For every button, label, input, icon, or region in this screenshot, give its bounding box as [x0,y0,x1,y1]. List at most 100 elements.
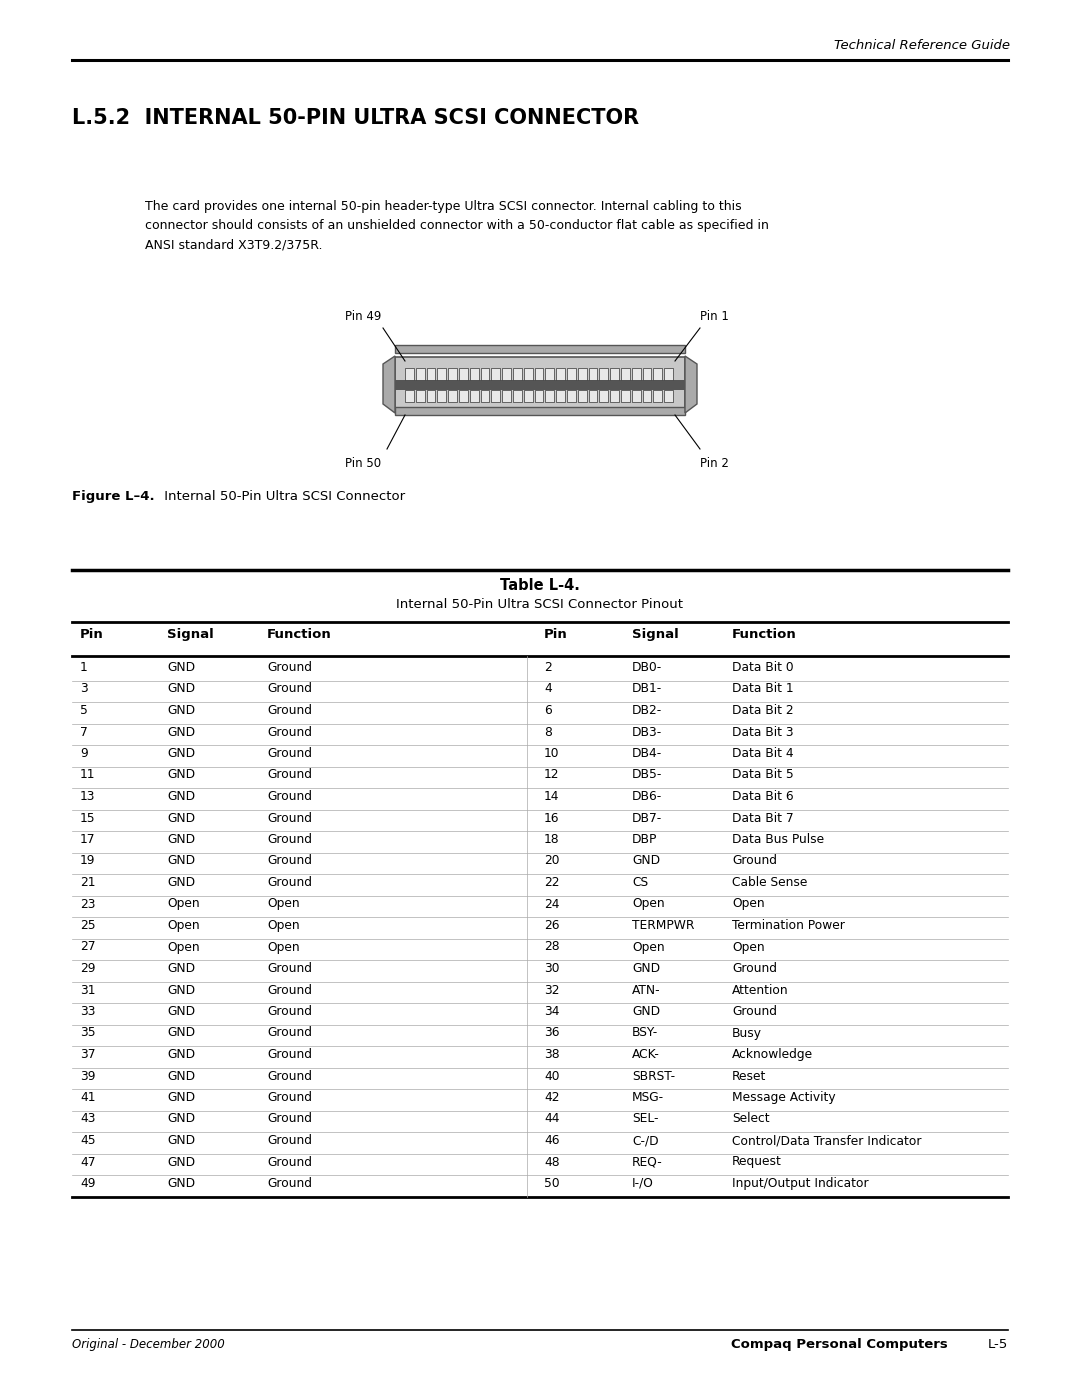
Text: Function: Function [732,629,797,641]
Bar [491,390,500,402]
Bar [459,390,468,402]
Text: 40: 40 [544,1070,559,1083]
Bar [545,367,554,380]
Text: Ground: Ground [267,1134,312,1147]
Text: 50: 50 [544,1178,559,1190]
Text: Table L-4.: Table L-4. [500,578,580,592]
Text: DB7-: DB7- [632,812,662,824]
Text: Message Activity: Message Activity [732,1091,836,1104]
Bar [578,390,586,402]
Bar [395,345,685,353]
Text: The card provides one internal 50-pin header-type Ultra SCSI connector. Internal: The card provides one internal 50-pin he… [145,200,742,212]
Bar [405,390,414,402]
Bar [653,367,662,380]
Text: 24: 24 [544,897,559,911]
Text: Function: Function [267,629,332,641]
Text: 26: 26 [544,919,559,932]
Bar [437,367,446,380]
Text: GND: GND [632,855,660,868]
Text: GND: GND [632,1004,660,1018]
Bar [632,367,640,380]
Text: Ground: Ground [267,1027,312,1039]
Text: 49: 49 [80,1178,95,1190]
Text: L-5: L-5 [988,1338,1008,1351]
Bar [502,367,511,380]
Text: Ground: Ground [267,983,312,996]
Text: Data Bit 7: Data Bit 7 [732,812,794,824]
Text: Internal 50-Pin Ultra SCSI Connector: Internal 50-Pin Ultra SCSI Connector [160,490,405,503]
Text: Control/Data Transfer Indicator: Control/Data Transfer Indicator [732,1134,921,1147]
Text: 15: 15 [80,812,96,824]
Text: Ground: Ground [267,1091,312,1104]
Text: Data Bit 3: Data Bit 3 [732,725,794,739]
Text: GND: GND [167,1091,195,1104]
Text: Ground: Ground [267,725,312,739]
Text: 41: 41 [80,1091,95,1104]
Text: Ground: Ground [267,747,312,760]
Bar [632,390,640,402]
Text: Ground: Ground [267,876,312,888]
Text: C-/D: C-/D [632,1134,659,1147]
Text: Ground: Ground [267,789,312,803]
Text: Ground: Ground [267,1004,312,1018]
Bar [459,367,468,380]
Text: DB1-: DB1- [632,683,662,696]
Text: Open: Open [732,897,765,911]
Bar [470,367,478,380]
Text: GND: GND [167,768,195,781]
Text: 36: 36 [544,1027,559,1039]
Text: Input/Output Indicator: Input/Output Indicator [732,1178,868,1190]
Text: DB3-: DB3- [632,725,662,739]
Text: 33: 33 [80,1004,95,1018]
Bar [535,390,543,402]
Text: Data Bit 2: Data Bit 2 [732,704,794,717]
Bar [589,390,597,402]
Text: DB2-: DB2- [632,704,662,717]
Text: 12: 12 [544,768,559,781]
Text: 32: 32 [544,983,559,996]
Text: DBP: DBP [632,833,658,847]
Text: Pin: Pin [544,629,568,641]
Text: Ground: Ground [267,812,312,824]
Bar [610,390,619,402]
Text: Select: Select [732,1112,770,1126]
Text: Reset: Reset [732,1070,767,1083]
Text: Original - December 2000: Original - December 2000 [72,1338,225,1351]
Text: Busy: Busy [732,1027,762,1039]
Text: Open: Open [267,940,299,954]
Text: 3: 3 [80,683,87,696]
Text: I-/O: I-/O [632,1178,653,1190]
Text: 43: 43 [80,1112,95,1126]
Text: 21: 21 [80,876,95,888]
Text: Pin: Pin [80,629,104,641]
Text: GND: GND [167,1112,195,1126]
Text: ACK-: ACK- [632,1048,660,1060]
Text: Ground: Ground [267,1155,312,1168]
Bar [621,367,630,380]
Bar [470,390,478,402]
Text: 31: 31 [80,983,95,996]
Bar [535,367,543,380]
Text: CS: CS [632,876,648,888]
Bar [416,367,424,380]
Text: Ground: Ground [267,1112,312,1126]
Text: 45: 45 [80,1134,96,1147]
Text: GND: GND [167,963,195,975]
Bar [395,358,685,412]
Bar [448,390,457,402]
Text: GND: GND [167,1134,195,1147]
Text: Data Bit 0: Data Bit 0 [732,661,794,673]
Text: 39: 39 [80,1070,95,1083]
Bar [481,390,489,402]
Text: Open: Open [167,940,200,954]
Text: 29: 29 [80,963,95,975]
Bar [567,390,576,402]
Text: 46: 46 [544,1134,559,1147]
Text: DB6-: DB6- [632,789,662,803]
Text: TERMPWR: TERMPWR [632,919,694,932]
Text: 11: 11 [80,768,95,781]
Text: Ground: Ground [732,963,777,975]
Text: 20: 20 [544,855,559,868]
Bar [556,390,565,402]
Text: Attention: Attention [732,983,788,996]
